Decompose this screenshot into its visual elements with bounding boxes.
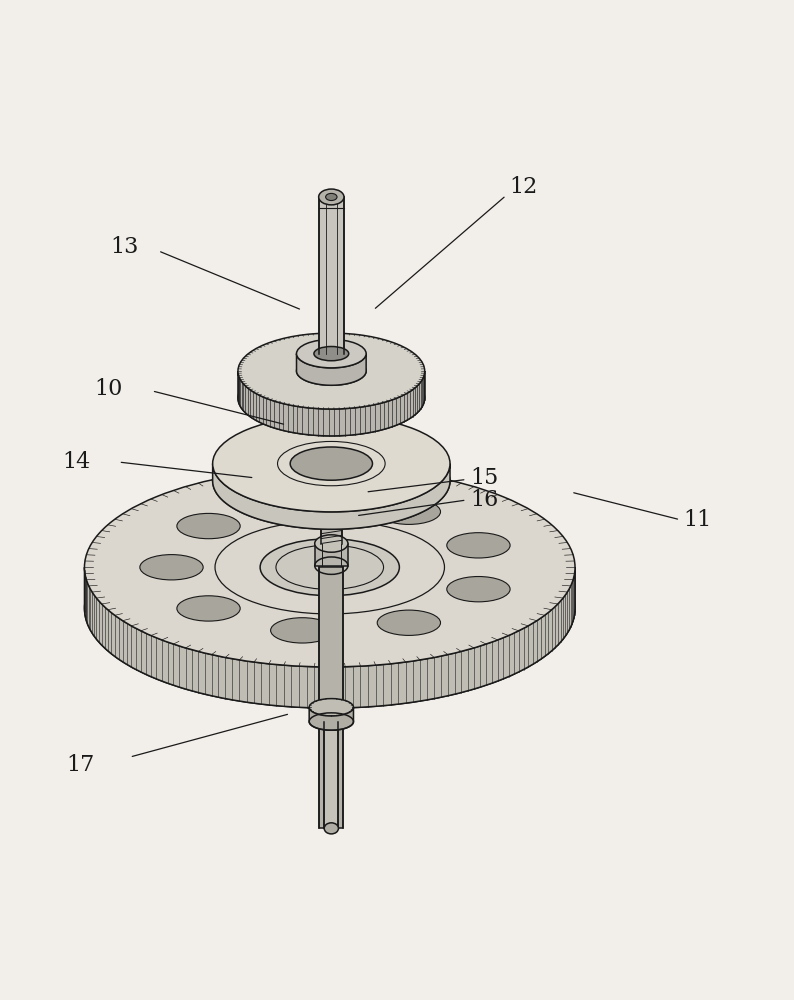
- Text: 12: 12: [510, 176, 538, 198]
- Polygon shape: [318, 197, 344, 354]
- Ellipse shape: [271, 618, 334, 643]
- Polygon shape: [316, 475, 346, 494]
- Ellipse shape: [238, 333, 425, 409]
- Ellipse shape: [260, 539, 399, 596]
- Ellipse shape: [271, 491, 334, 517]
- Ellipse shape: [326, 193, 337, 201]
- Text: 13: 13: [110, 236, 138, 258]
- Text: 14: 14: [63, 451, 91, 473]
- Ellipse shape: [296, 339, 366, 368]
- Ellipse shape: [324, 823, 338, 834]
- Ellipse shape: [377, 610, 441, 635]
- Ellipse shape: [309, 699, 353, 716]
- Ellipse shape: [447, 577, 510, 602]
- Polygon shape: [84, 567, 575, 708]
- Text: 10: 10: [94, 378, 122, 400]
- Polygon shape: [319, 567, 343, 828]
- Ellipse shape: [177, 513, 240, 539]
- Ellipse shape: [213, 415, 450, 512]
- Ellipse shape: [447, 533, 510, 558]
- Ellipse shape: [316, 467, 346, 483]
- Text: 17: 17: [67, 754, 94, 776]
- Polygon shape: [238, 371, 425, 436]
- Polygon shape: [314, 544, 348, 566]
- Text: 15: 15: [470, 467, 498, 489]
- Ellipse shape: [314, 347, 349, 361]
- Ellipse shape: [296, 357, 366, 385]
- Ellipse shape: [377, 499, 441, 524]
- Ellipse shape: [290, 447, 372, 480]
- Polygon shape: [322, 467, 340, 475]
- Polygon shape: [321, 494, 341, 544]
- Ellipse shape: [177, 596, 240, 621]
- Ellipse shape: [318, 189, 344, 205]
- Ellipse shape: [140, 555, 203, 580]
- Ellipse shape: [314, 535, 348, 552]
- Ellipse shape: [84, 468, 575, 667]
- Text: 11: 11: [684, 509, 711, 531]
- Polygon shape: [213, 464, 450, 529]
- Polygon shape: [324, 722, 338, 828]
- Polygon shape: [309, 707, 353, 730]
- Text: 16: 16: [470, 489, 498, 511]
- Polygon shape: [296, 354, 366, 385]
